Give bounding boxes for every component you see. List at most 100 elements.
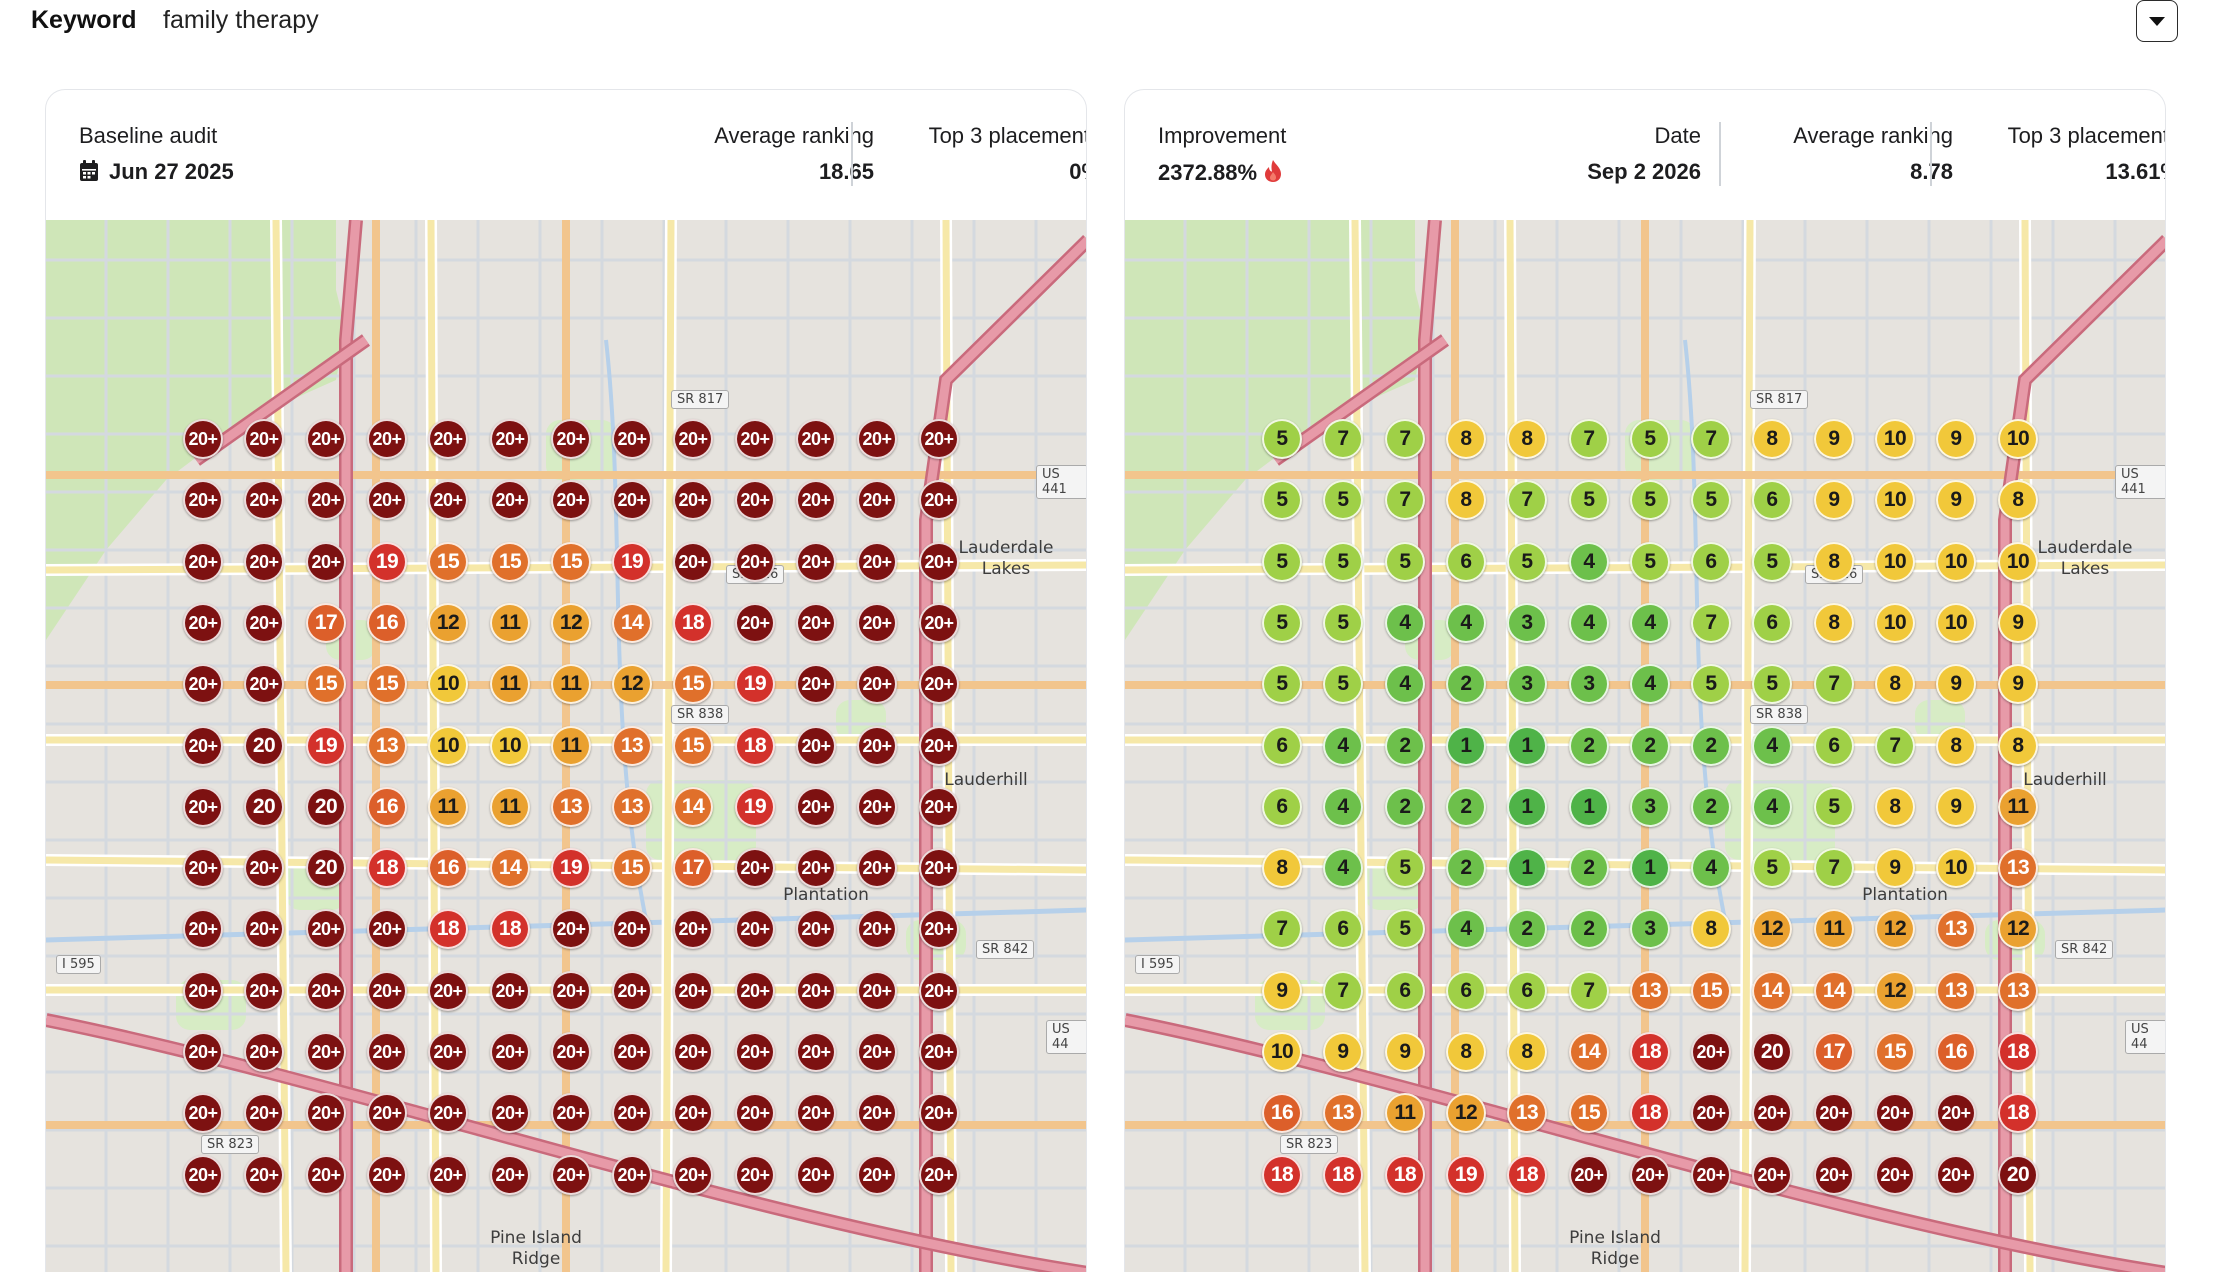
baseline-rank-marker[interactable]: 20+ [673,971,713,1011]
current-rank-marker[interactable]: 5 [1323,664,1363,704]
current-rank-marker[interactable]: 1 [1507,726,1547,766]
current-rank-marker[interactable]: 20+ [1691,1155,1731,1195]
current-rank-marker[interactable]: 7 [1875,726,1915,766]
current-rank-marker[interactable]: 13 [1936,971,1976,1011]
current-rank-marker[interactable]: 2 [1446,848,1486,888]
baseline-rank-marker[interactable]: 19 [551,848,591,888]
baseline-rank-marker[interactable]: 20+ [612,1032,652,1072]
current-rank-marker[interactable]: 8 [1814,603,1854,643]
baseline-rank-marker[interactable]: 20+ [306,1032,346,1072]
current-rank-marker[interactable]: 4 [1630,664,1670,704]
baseline-rank-marker[interactable]: 20+ [428,971,468,1011]
keyword-dropdown-button[interactable] [2136,0,2178,42]
baseline-rank-marker[interactable]: 20+ [551,419,591,459]
baseline-rank-marker[interactable]: 20+ [244,664,284,704]
current-rank-marker[interactable]: 4 [1569,603,1609,643]
baseline-rank-marker[interactable]: 20+ [183,664,223,704]
baseline-rank-marker[interactable]: 20+ [306,542,346,582]
current-rank-marker[interactable]: 8 [1814,542,1854,582]
current-rank-marker[interactable]: 1 [1446,726,1486,766]
baseline-rank-marker[interactable]: 16 [367,603,407,643]
baseline-rank-marker[interactable]: 11 [428,787,468,827]
baseline-rank-marker[interactable]: 20+ [919,480,959,520]
baseline-rank-marker[interactable]: 19 [367,542,407,582]
current-rank-marker[interactable]: 5 [1630,480,1670,520]
current-rank-marker[interactable]: 18 [1630,1093,1670,1133]
current-rank-marker[interactable]: 20 [1998,1155,2038,1195]
current-rank-marker[interactable]: 10 [1875,542,1915,582]
baseline-rank-marker[interactable]: 20+ [183,1032,223,1072]
current-rank-marker[interactable]: 13 [1507,1093,1547,1133]
baseline-rank-marker[interactable]: 15 [551,542,591,582]
baseline-rank-marker[interactable]: 13 [612,787,652,827]
baseline-rank-marker[interactable]: 20+ [919,726,959,766]
current-rank-marker[interactable]: 4 [1323,726,1363,766]
baseline-rank-marker[interactable]: 20+ [490,419,530,459]
current-rank-marker[interactable]: 5 [1262,480,1302,520]
current-rank-marker[interactable]: 7 [1814,664,1854,704]
current-rank-marker[interactable]: 10 [1998,542,2038,582]
current-rank-marker[interactable]: 5 [1262,542,1302,582]
baseline-rank-marker[interactable]: 20+ [183,542,223,582]
baseline-rank-marker[interactable]: 17 [306,603,346,643]
baseline-rank-marker[interactable]: 10 [428,726,468,766]
baseline-rank-marker[interactable]: 20+ [551,971,591,1011]
baseline-rank-marker[interactable]: 11 [490,603,530,643]
current-rank-marker[interactable]: 5 [1262,603,1302,643]
baseline-rank-marker[interactable]: 15 [428,542,468,582]
baseline-rank-marker[interactable]: 20+ [612,419,652,459]
baseline-rank-marker[interactable]: 20+ [673,419,713,459]
baseline-rank-marker[interactable]: 18 [735,726,775,766]
current-rank-marker[interactable]: 5 [1262,419,1302,459]
baseline-rank-marker[interactable]: 20+ [796,1032,836,1072]
baseline-rank-marker[interactable]: 20+ [183,603,223,643]
baseline-rank-marker[interactable]: 20+ [183,971,223,1011]
baseline-rank-marker[interactable]: 20+ [919,664,959,704]
baseline-rank-marker[interactable]: 10 [490,726,530,766]
current-rank-marker[interactable]: 8 [1691,909,1731,949]
baseline-rank-marker[interactable]: 20+ [612,1155,652,1195]
baseline-rank-marker[interactable]: 20+ [306,419,346,459]
current-rank-marker[interactable]: 2 [1630,726,1670,766]
baseline-rank-marker[interactable]: 20+ [919,1032,959,1072]
baseline-rank-marker[interactable]: 20+ [857,419,897,459]
current-rank-marker[interactable]: 9 [1814,419,1854,459]
baseline-rank-marker[interactable]: 19 [306,726,346,766]
current-rank-marker[interactable]: 2 [1569,909,1609,949]
current-rank-marker[interactable]: 6 [1446,971,1486,1011]
baseline-rank-marker[interactable]: 20+ [796,848,836,888]
baseline-rank-marker[interactable]: 20+ [857,909,897,949]
current-rank-marker[interactable]: 7 [1691,603,1731,643]
baseline-rank-marker[interactable]: 20+ [367,909,407,949]
current-rank-marker[interactable]: 1 [1569,787,1609,827]
baseline-rank-marker[interactable]: 19 [612,542,652,582]
baseline-rank-marker[interactable]: 14 [490,848,530,888]
current-rank-marker[interactable]: 19 [1446,1155,1486,1195]
baseline-rank-marker[interactable]: 20+ [367,1155,407,1195]
current-rank-marker[interactable]: 5 [1752,664,1792,704]
current-rank-marker[interactable]: 5 [1691,480,1731,520]
baseline-rank-marker[interactable]: 20+ [612,971,652,1011]
current-rank-marker[interactable]: 20+ [1691,1032,1731,1072]
current-rank-marker[interactable]: 2 [1385,726,1425,766]
baseline-rank-marker[interactable]: 20+ [244,1032,284,1072]
baseline-rank-marker[interactable]: 20+ [735,909,775,949]
current-rank-marker[interactable]: 7 [1691,419,1731,459]
baseline-rank-marker[interactable]: 20+ [551,1155,591,1195]
current-rank-marker[interactable]: 10 [1262,1032,1302,1072]
current-rank-marker[interactable]: 16 [1262,1093,1302,1133]
current-rank-marker[interactable]: 20+ [1875,1093,1915,1133]
current-rank-marker[interactable]: 9 [1385,1032,1425,1072]
current-rank-marker[interactable]: 1 [1507,787,1547,827]
baseline-rank-marker[interactable]: 20+ [490,1032,530,1072]
baseline-rank-marker[interactable]: 20+ [919,971,959,1011]
current-rank-marker[interactable]: 10 [1936,603,1976,643]
baseline-rank-marker[interactable]: 20+ [673,1032,713,1072]
current-rank-marker[interactable]: 5 [1630,542,1670,582]
baseline-rank-marker[interactable]: 20+ [244,909,284,949]
current-rank-marker[interactable]: 3 [1569,664,1609,704]
baseline-rank-marker[interactable]: 20+ [244,1093,284,1133]
baseline-rank-marker[interactable]: 20+ [735,603,775,643]
baseline-rank-marker[interactable]: 20+ [796,419,836,459]
baseline-rank-marker[interactable]: 20+ [919,542,959,582]
